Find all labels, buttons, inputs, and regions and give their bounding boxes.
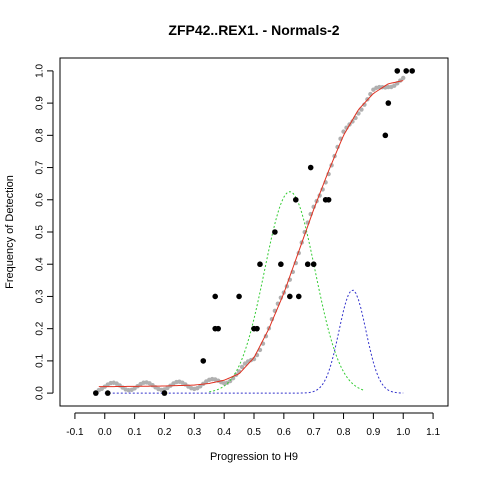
- density-curves: [104, 191, 404, 394]
- observed-point: [272, 229, 278, 235]
- observed-point: [161, 390, 168, 396]
- y-tick-label: 0.2: [35, 321, 46, 335]
- smoothed-point: [239, 364, 245, 370]
- plot-frame: [59, 57, 449, 407]
- observed-point: [212, 293, 218, 300]
- observed-point: [236, 293, 242, 300]
- smoothed-points: [96, 75, 406, 393]
- y-tick-label: 0.1: [35, 354, 46, 368]
- x-tick-label: 0.8: [337, 427, 351, 438]
- observed-point: [292, 196, 299, 203]
- observed-point: [382, 132, 389, 139]
- x-tick-label: 1.1: [426, 427, 440, 438]
- y-tick-label: 0.3: [35, 289, 46, 303]
- x-tick-label: 0.0: [98, 427, 112, 438]
- observed-point: [104, 390, 111, 396]
- x-tick-label: 0.7: [307, 427, 321, 438]
- observed-point: [200, 358, 207, 364]
- x-tick-label: 0.1: [128, 427, 142, 438]
- fit-curve: [98, 80, 404, 388]
- y-tick-label: 0.8: [35, 128, 46, 142]
- observed-point: [93, 390, 99, 396]
- observed-point: [254, 325, 260, 332]
- observed-point: [325, 196, 332, 203]
- observed-point: [409, 68, 415, 74]
- y-tick-label: 1.0: [35, 64, 46, 78]
- x-tick-label: 0.6: [277, 427, 291, 438]
- observed-point: [257, 261, 263, 268]
- x-tick-label: 0.3: [187, 427, 201, 438]
- y-tick-label: 0.0: [35, 386, 46, 400]
- x-tick-label: 0.5: [247, 427, 261, 438]
- blue-density-curve: [104, 289, 404, 394]
- observed-point: [215, 325, 221, 332]
- y-tick-label: 0.4: [35, 257, 46, 271]
- x-axis: -0.1 0.0 0.1 0.2 0.3 0.4 0.5 0.6 0.7 0.8 0.9 1.0 1.1: [66, 412, 440, 438]
- smoothed-point: [198, 384, 203, 389]
- y-tick-label: 0.7: [35, 160, 46, 174]
- smoothed-point: [227, 378, 233, 384]
- green-density-curve: [209, 191, 365, 393]
- x-tick-label: 0.9: [366, 427, 380, 438]
- y-axis: 0.0 0.1 0.2 0.3 0.4 0.5 0.6 0.7 0.8 0.9 1.0: [35, 64, 54, 400]
- x-tick-label: 1.0: [396, 427, 410, 438]
- observed-point: [403, 68, 410, 74]
- y-tick-label: 0.5: [35, 225, 46, 239]
- observed-point: [394, 68, 401, 74]
- smoothed-point: [401, 75, 406, 81]
- y-axis-label: Frequency of Detection: [4, 175, 16, 289]
- fit-line: [98, 80, 404, 388]
- x-tick-label: 0.4: [217, 427, 231, 438]
- smoothed-point: [392, 83, 397, 88]
- x-tick-label: 0.2: [158, 427, 172, 438]
- smoothed-point: [359, 107, 364, 112]
- observed-points: [93, 68, 415, 396]
- observed-point: [307, 164, 314, 171]
- observed-point: [385, 100, 392, 106]
- y-tick-label: 0.9: [35, 96, 46, 110]
- observed-point: [310, 261, 317, 268]
- observed-point: [304, 261, 311, 268]
- observed-point: [278, 261, 284, 268]
- y-tick-label: 0.6: [35, 192, 46, 206]
- observed-point: [295, 293, 302, 300]
- x-axis-label: Progression to H9: [210, 451, 298, 463]
- x-tick-label: -0.1: [66, 427, 84, 438]
- observed-point: [287, 293, 293, 300]
- chart-title: ZFP42..REX1. - Normals-2: [168, 22, 339, 38]
